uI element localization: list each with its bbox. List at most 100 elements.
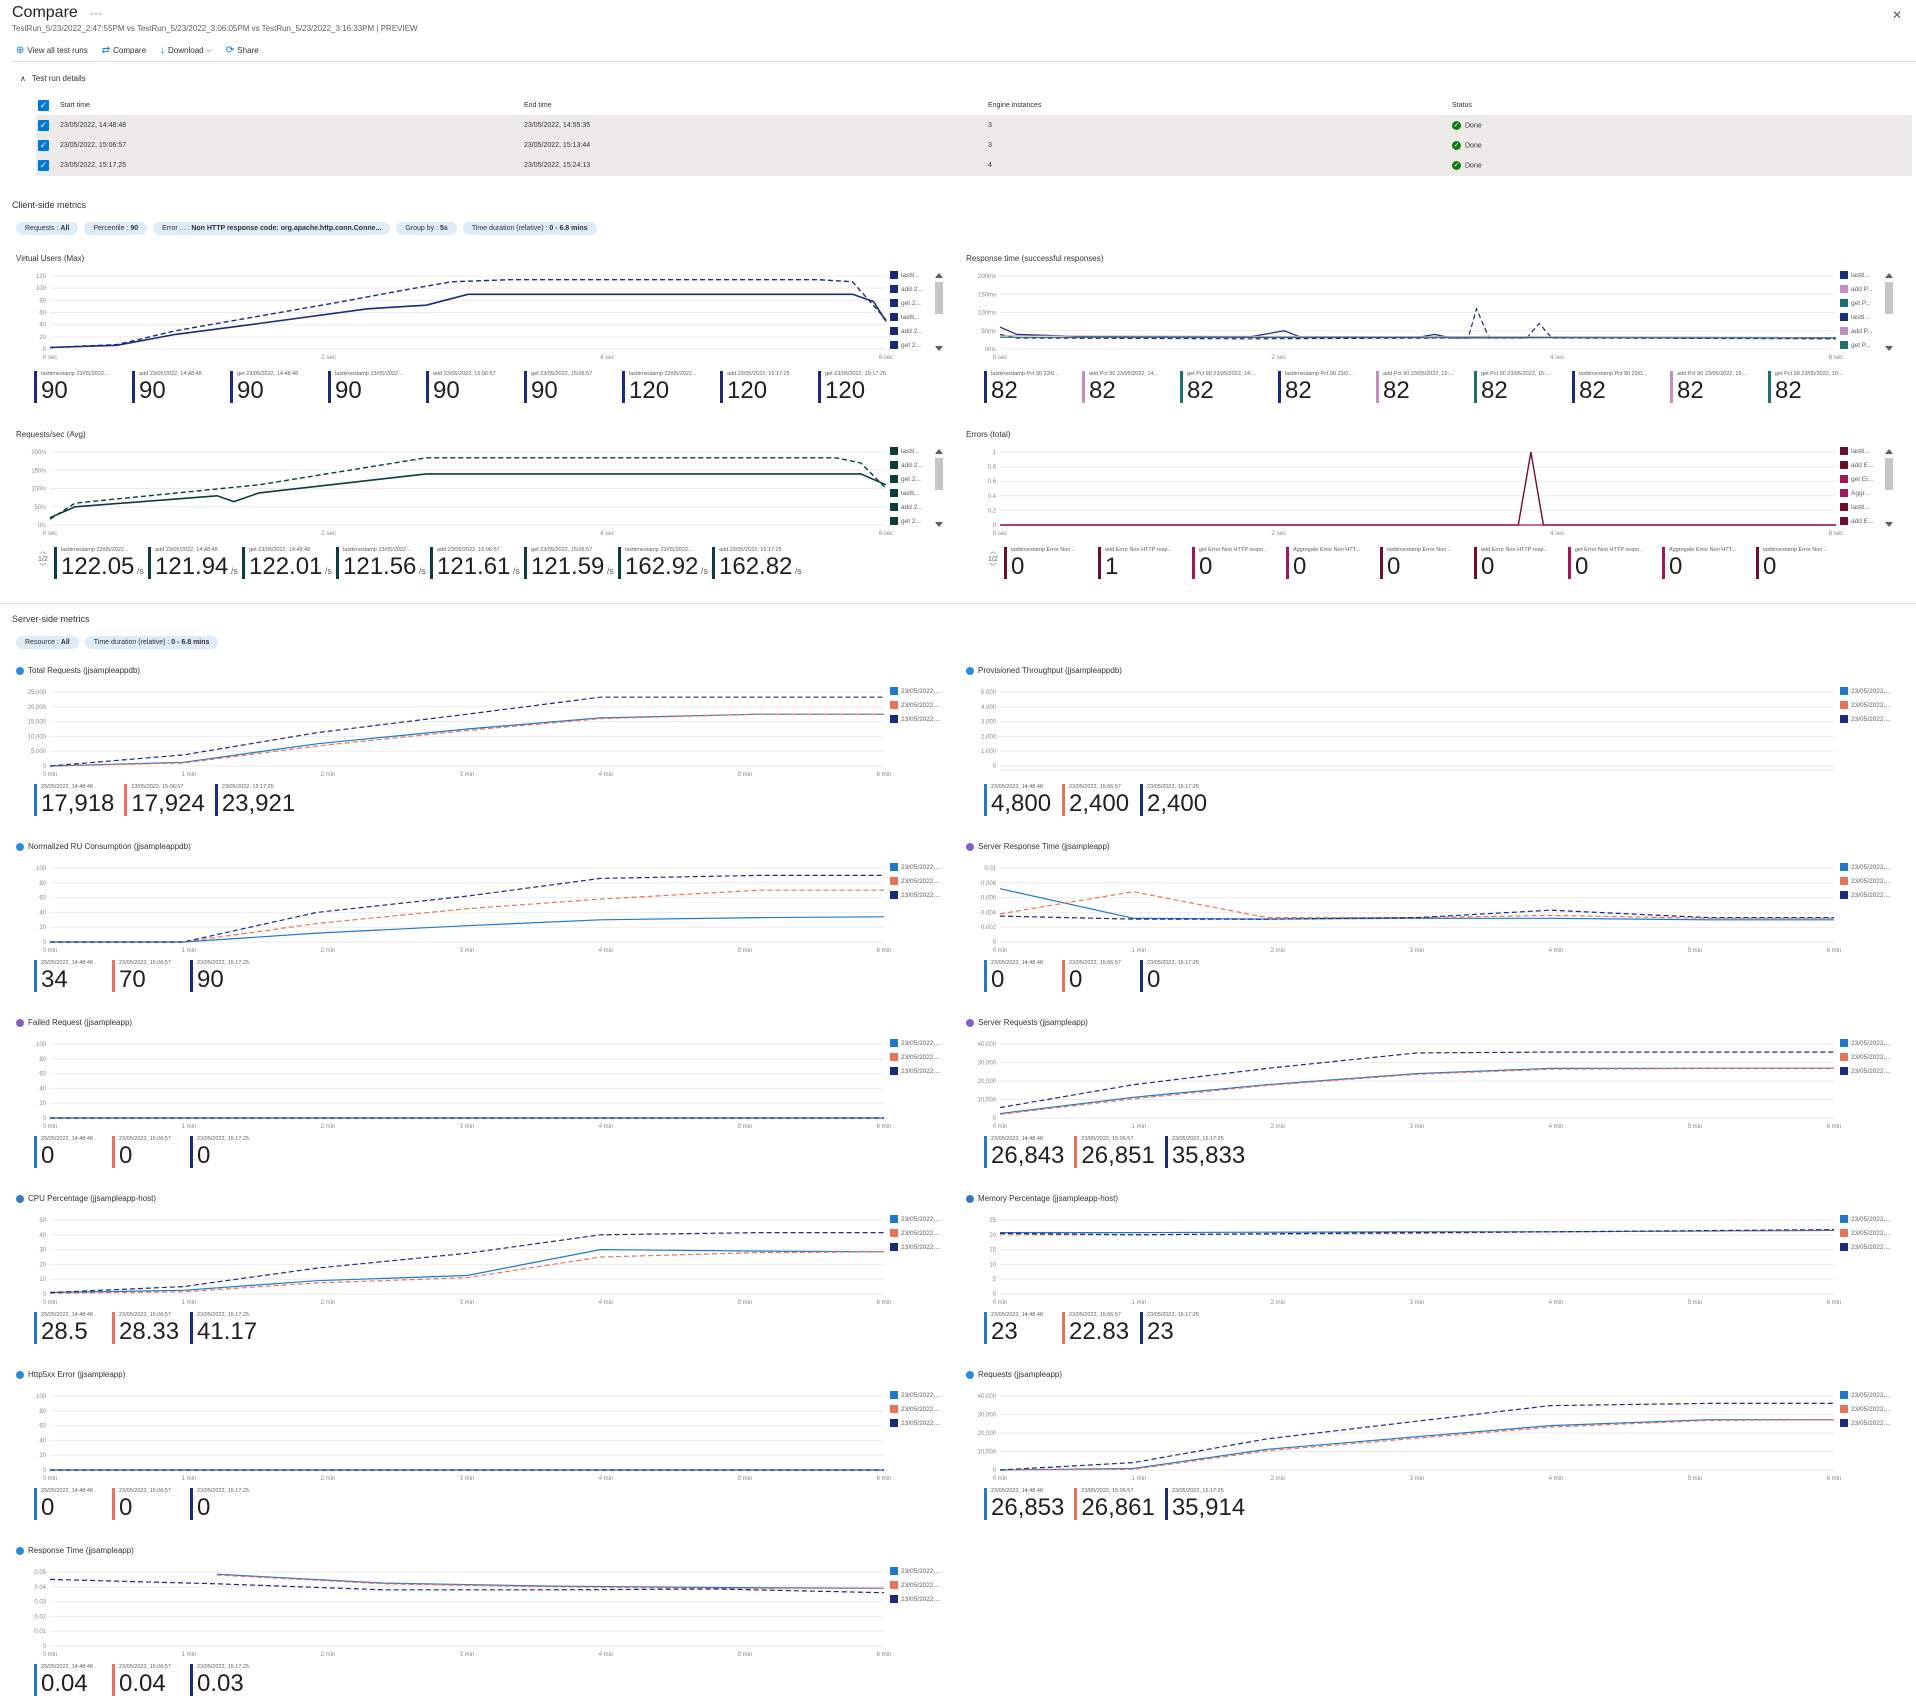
scroll-up-icon[interactable]: [1885, 449, 1893, 454]
legend-item[interactable]: 23/05/2022,...: [890, 1212, 941, 1226]
legend-item[interactable]: 23/05/2022,...: [890, 712, 941, 726]
legend-item[interactable]: 23/05/2022,...: [890, 874, 941, 888]
legend-item[interactable]: lastti...: [1840, 310, 1873, 324]
pager-up-icon[interactable]: ︿: [989, 548, 997, 555]
compare-button[interactable]: ⇄ Compare: [102, 45, 146, 56]
legend-item[interactable]: 23/05/2022,...: [890, 1388, 941, 1402]
legend-item[interactable]: add P...: [1840, 282, 1873, 296]
legend-item[interactable]: 23/05/2022,...: [890, 1578, 941, 1592]
legend-scrollbar[interactable]: [935, 273, 943, 351]
legend-item[interactable]: add P...: [1840, 324, 1873, 338]
legend-item[interactable]: 23/05/2022,...: [1840, 698, 1891, 712]
legend-item[interactable]: 23/05/2022,...: [890, 1592, 941, 1606]
legend-item[interactable]: 23/05/2022,...: [1840, 1226, 1891, 1240]
select-all-checkbox[interactable]: ✓: [38, 100, 49, 111]
scroll-down-icon[interactable]: [1885, 346, 1893, 351]
legend-item[interactable]: lastti...: [1840, 268, 1873, 282]
legend-item[interactable]: get 2...: [890, 472, 923, 486]
scroll-up-icon[interactable]: [935, 449, 943, 454]
legend-item[interactable]: get P...: [1840, 296, 1873, 310]
legend-item[interactable]: lastti...: [890, 486, 923, 500]
row-checkbox[interactable]: ✓: [38, 160, 49, 171]
legend-item[interactable]: get Er...: [1840, 472, 1873, 486]
scroll-thumb[interactable]: [1885, 458, 1893, 490]
legend-item[interactable]: 23/05/2022,...: [1840, 1402, 1891, 1416]
legend-item[interactable]: 23/05/2022,...: [1840, 1212, 1891, 1226]
scroll-down-icon[interactable]: [1885, 522, 1893, 527]
client-filter-pill[interactable]: Error ... : Non HTTP response code: org.…: [153, 222, 391, 235]
legend-item[interactable]: lastti...: [890, 444, 923, 458]
scroll-up-icon[interactable]: [935, 273, 943, 278]
client-filter-pill[interactable]: Group by : 5s: [396, 222, 457, 235]
legend-item[interactable]: 23/05/2022,...: [890, 1240, 941, 1254]
tile-pager[interactable]: ︿ 1/2 ﹀: [988, 548, 998, 572]
scroll-down-icon[interactable]: [935, 522, 943, 527]
legend-item[interactable]: 23/05/2022,...: [890, 1064, 941, 1078]
legend-item[interactable]: lastti...: [890, 268, 923, 282]
scroll-down-icon[interactable]: [935, 346, 943, 351]
legend-item[interactable]: 23/05/2022,...: [1840, 1388, 1891, 1402]
legend-item[interactable]: add 2...: [890, 500, 923, 514]
scroll-thumb[interactable]: [1885, 282, 1893, 314]
legend-item[interactable]: add E...: [1840, 514, 1873, 528]
legend-item[interactable]: Aggr...: [1840, 486, 1873, 500]
legend-item[interactable]: get P...: [1840, 338, 1873, 352]
legend-item[interactable]: add 2...: [890, 324, 923, 338]
view-all-test-runs-button[interactable]: ⊕ View all test runs: [16, 45, 88, 56]
legend-item[interactable]: 23/05/2022,...: [1840, 684, 1891, 698]
client-filter-pill[interactable]: Percentile : 90: [84, 222, 148, 235]
legend-item[interactable]: add E...: [1840, 458, 1873, 472]
legend-item[interactable]: 23/05/2022,...: [890, 1416, 941, 1430]
legend-item[interactable]: lastti...: [1840, 444, 1873, 458]
pager-up-icon[interactable]: ︿: [39, 548, 47, 555]
legend-item[interactable]: 23/05/2022,...: [890, 888, 941, 902]
legend-item[interactable]: 23/05/2022,...: [890, 860, 941, 874]
legend-item[interactable]: 23/05/2022,...: [890, 1050, 941, 1064]
legend-item[interactable]: 23/05/2022,...: [1840, 1050, 1891, 1064]
scroll-thumb[interactable]: [935, 282, 943, 314]
legend-item[interactable]: add 2...: [890, 458, 923, 472]
legend-item[interactable]: 23/05/2022,...: [1840, 1064, 1891, 1078]
legend-item[interactable]: 23/05/2022,...: [1840, 1416, 1891, 1430]
legend-item[interactable]: get 2...: [890, 338, 923, 352]
more-options-icon[interactable]: ···: [90, 6, 102, 20]
pager-down-icon[interactable]: ﹀: [39, 564, 47, 571]
legend-scrollbar[interactable]: [1885, 273, 1893, 351]
legend-item[interactable]: 23/05/2022,...: [1840, 1240, 1891, 1254]
pager-down-icon[interactable]: ﹀: [989, 564, 997, 571]
legend-scrollbar[interactable]: [935, 449, 943, 527]
row-checkbox[interactable]: ✓: [38, 120, 49, 131]
server-filter-pill[interactable]: Time duration (relative) : 0 - 6.8 mins: [84, 636, 219, 649]
row-checkbox[interactable]: ✓: [38, 140, 49, 151]
table-row[interactable]: ✓ 23/05/2022, 15:17:25 23/05/2022, 15:24:1…: [36, 156, 1912, 176]
legend-item[interactable]: 23/05/2022,...: [1840, 712, 1891, 726]
table-row[interactable]: ✓ 23/05/2022, 14:48:48 23/05/2022, 14:55:3…: [36, 116, 1912, 136]
legend-item[interactable]: 23/05/2022,...: [1840, 888, 1891, 902]
legend-item[interactable]: 23/05/2022,...: [890, 1226, 941, 1240]
server-filter-pill[interactable]: Resource : All: [16, 636, 79, 649]
legend-item[interactable]: 23/05/2022,...: [1840, 874, 1891, 888]
legend-item[interactable]: 23/05/2022,...: [890, 1402, 941, 1416]
legend-item[interactable]: lastti...: [1840, 500, 1873, 514]
legend-item[interactable]: 23/05/2022,...: [890, 698, 941, 712]
share-button[interactable]: ⟳ Share: [226, 45, 259, 56]
legend-item[interactable]: 23/05/2022,...: [890, 684, 941, 698]
legend-scrollbar[interactable]: [1885, 449, 1893, 527]
legend-item[interactable]: lastti...: [890, 310, 923, 324]
download-button[interactable]: ↓ Download ⌵: [160, 45, 212, 56]
tile-pager[interactable]: ︿ 1/2 ﹀: [38, 548, 48, 572]
table-row[interactable]: ✓ 23/05/2022, 15:06:57 23/05/2022, 15:13:4…: [36, 136, 1912, 156]
scroll-up-icon[interactable]: [1885, 273, 1893, 278]
legend-item[interactable]: get 2...: [890, 514, 923, 528]
scroll-thumb[interactable]: [935, 458, 943, 490]
legend-item[interactable]: 23/05/2022,...: [890, 1036, 941, 1050]
legend-item[interactable]: add 2...: [890, 282, 923, 296]
legend-item[interactable]: 23/05/2022,...: [1840, 860, 1891, 874]
test-run-details-toggle[interactable]: ∧ Test run details: [20, 74, 86, 83]
legend-item[interactable]: get 2...: [890, 296, 923, 310]
client-filter-pill[interactable]: Time duration (relative) : 0 - 6.8 mins: [462, 222, 597, 235]
close-icon[interactable]: ✕: [1891, 8, 1902, 22]
legend-item[interactable]: 23/05/2022,...: [1840, 1036, 1891, 1050]
legend-item[interactable]: 23/05/2022,...: [890, 1564, 941, 1578]
client-filter-pill[interactable]: Requests : All: [16, 222, 79, 235]
